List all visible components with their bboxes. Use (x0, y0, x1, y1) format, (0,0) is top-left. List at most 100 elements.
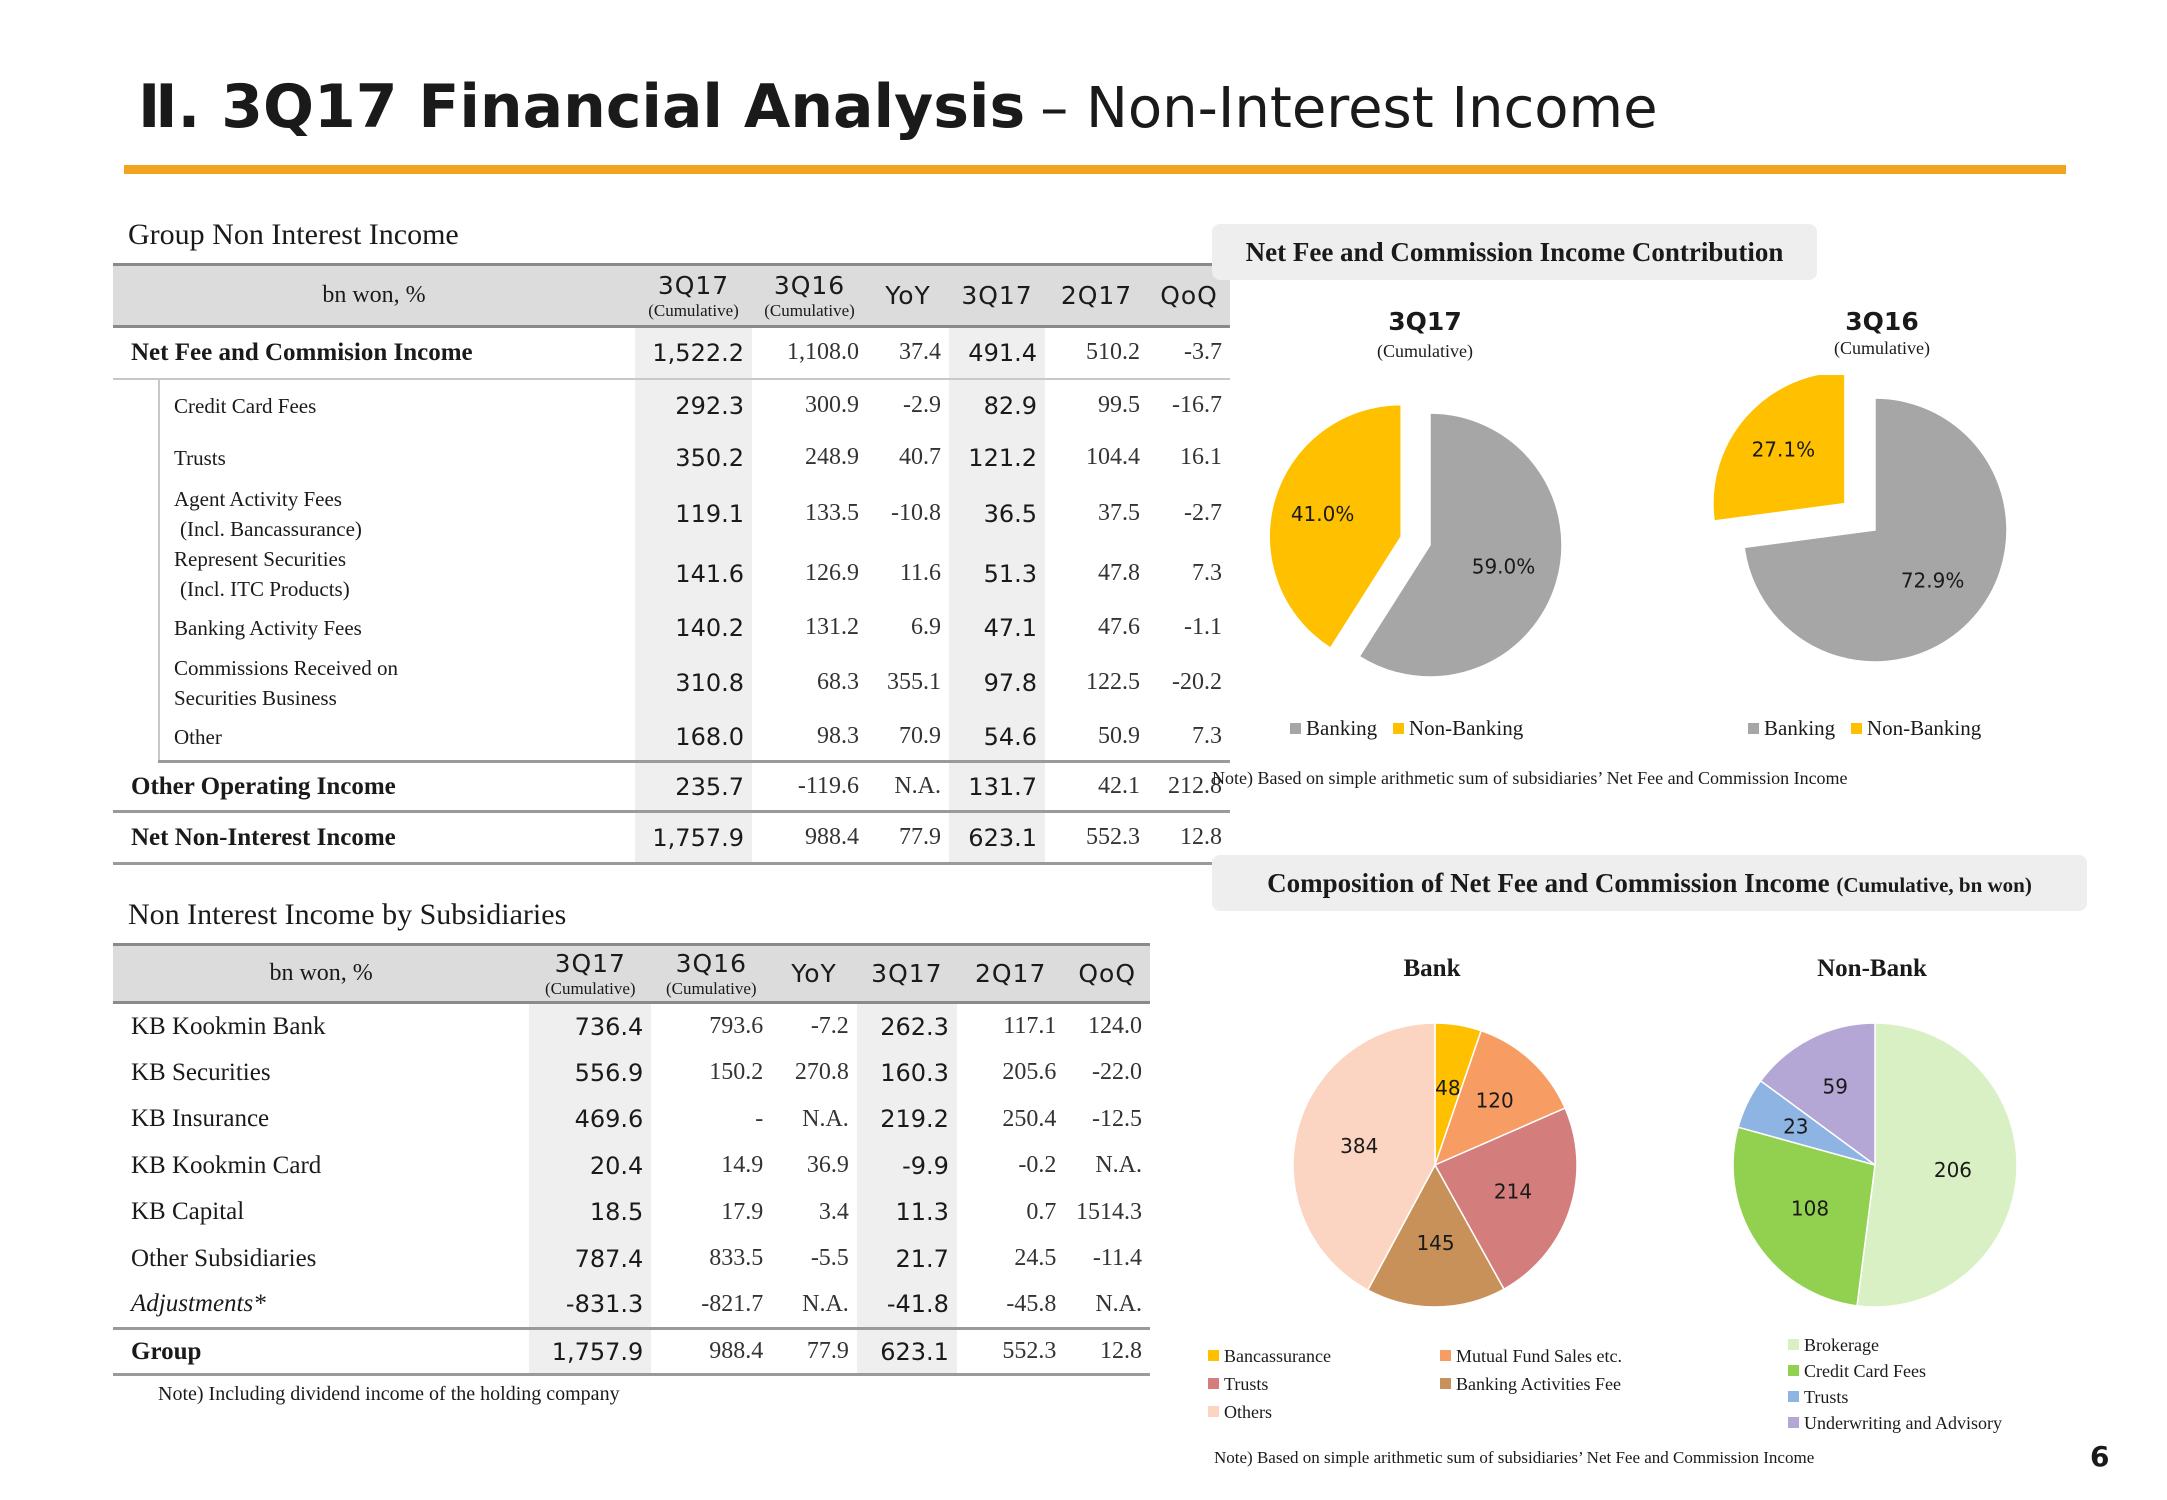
cell: -2.7 (1184, 500, 1223, 526)
cell: -0.2 (1018, 1152, 1057, 1178)
cell: 40.7 (899, 444, 942, 470)
cell: -831.3 (529, 1281, 652, 1329)
pie-chart-3q17: 59.0% 41.0% (1268, 403, 1563, 678)
cell: 36.9 (806, 1152, 849, 1178)
cell: N.A. (867, 761, 950, 813)
pie2-title: 3Q16 (1845, 307, 1919, 336)
cell: 3.4 (818, 1198, 849, 1225)
cell: 131.2 (805, 614, 860, 640)
cell: -12.5 (1092, 1105, 1142, 1132)
cell: 12.8 (1064, 1327, 1150, 1376)
cell: - (755, 1105, 764, 1132)
cell: 6.9 (911, 614, 942, 640)
subs-col-header: QoQ (1064, 943, 1150, 1004)
subs-corner-label: bn won, % (113, 943, 530, 1004)
cell: -821.7 (701, 1290, 764, 1317)
title-subtitle: – Non-Interest Income (1040, 76, 1658, 141)
legend-swatch (1788, 1417, 1799, 1428)
cell: -10.8 (891, 500, 942, 526)
cell: 99.5 (1098, 392, 1141, 418)
cell: 51.3 (949, 543, 1046, 604)
legend-swatch (1208, 1350, 1219, 1361)
subs-table-title: Non Interest Income by Subsidiaries (128, 898, 567, 931)
subs-note: Note) Including dividend income of the h… (158, 1383, 620, 1405)
cell: 140.2 (635, 603, 753, 652)
composition-note: Note) Based on simple arithmetic sum of … (1214, 1448, 1815, 1467)
cell: 469.6 (529, 1095, 652, 1143)
cell: 54.6 (949, 713, 1046, 763)
legend-item: Underwriting and Advisory (1788, 1410, 2002, 1436)
cell: 37.5 (1098, 500, 1141, 526)
legend-item: Trusts (1208, 1370, 1331, 1398)
cell: 14.9 (721, 1152, 764, 1178)
table-row: Commissions Received on Securities Busine… (113, 651, 1230, 714)
legend-swatch (1788, 1339, 1799, 1350)
cell: 262.3 (856, 1002, 957, 1050)
cell: 47.1 (949, 603, 1046, 652)
cell: 219.2 (856, 1095, 957, 1143)
bank-legend-col2: Mutual Fund Sales etc. Banking Activitie… (1440, 1342, 1622, 1398)
nonbank-legend: Brokerage Credit Card Fees Trusts Underw… (1788, 1332, 2002, 1436)
cell: 0.7 (1026, 1198, 1057, 1225)
cell: 117.1 (1003, 1013, 1057, 1040)
pie-slice (1358, 412, 1563, 678)
cell: 77.9 (771, 1327, 857, 1376)
cell: 552.3 (956, 1327, 1065, 1376)
row-label: KB Securities (131, 1058, 271, 1086)
page-title: Ⅱ. 3Q17 Financial Analysis – Non-Interes… (138, 72, 1658, 144)
cell: 300.9 (805, 392, 860, 418)
cell: N.A. (802, 1105, 849, 1132)
cell: 833.5 (709, 1245, 764, 1271)
row-label: Commissions Received on Securities Busine… (174, 655, 398, 710)
cell: -11.4 (1092, 1245, 1142, 1271)
cell: 623.1 (949, 811, 1046, 865)
cell: 98.3 (752, 713, 868, 763)
cell: 1,757.9 (635, 811, 753, 865)
cell: 168.0 (635, 713, 753, 763)
table-row: Adjustments* -831.3 -821.7 N.A. -41.8 -4… (113, 1281, 1150, 1329)
pie-data-label: 214 (1494, 1179, 1532, 1203)
subs-col-header: 2Q17 (956, 943, 1065, 1004)
cell: 7.3 (1148, 713, 1231, 763)
row-label: Banking Activity Fees (174, 615, 362, 640)
cell: 68.3 (817, 669, 860, 695)
row-label: Other (159, 713, 636, 763)
legend-item: Others (1208, 1398, 1331, 1426)
cell: 97.8 (949, 651, 1046, 714)
cell: 988.4 (651, 1327, 772, 1376)
subs-col-header: YoY (771, 943, 857, 1004)
cell: 126.9 (805, 560, 860, 586)
cell: 17.9 (721, 1198, 764, 1225)
title-main: Ⅱ. 3Q17 Financial Analysis (138, 72, 1026, 142)
pie-data-label: 41.0% (1291, 502, 1355, 526)
cell: 42.1 (1045, 761, 1149, 813)
cell: 250.4 (1002, 1105, 1057, 1132)
cell: 623.1 (856, 1327, 957, 1376)
cell: 355.1 (887, 669, 942, 695)
cell: -119.6 (752, 761, 868, 813)
contribution-note: Note) Based on simple arithmetic sum of … (1212, 768, 1848, 788)
pie1-subtitle: (Cumulative) (1377, 341, 1473, 361)
cell: 7.3 (1192, 560, 1223, 586)
cell: N.A. (802, 1290, 849, 1317)
cell: -41.8 (856, 1281, 957, 1329)
table-row: Net Fee and Commision Income 1,522.2 1,1… (113, 326, 1231, 380)
table-row: Credit Card Fees 292.3 300.9 -2.9 82.9 9… (113, 378, 1230, 762)
legend-item: Trusts (1788, 1384, 2002, 1410)
pie-data-label: 59 (1823, 1074, 1848, 1098)
cell: 77.9 (867, 811, 950, 865)
cell: -7.2 (810, 1013, 849, 1040)
pie-data-label: 72.9% (1901, 568, 1965, 592)
table-row: KB Capital 18.5 17.9 3.4 11.3 0.7 1514.3 (113, 1188, 1150, 1236)
cell: 205.6 (1002, 1059, 1057, 1085)
cell: 270.8 (794, 1059, 849, 1085)
cell: 11.6 (899, 560, 942, 586)
legend-swatch (1208, 1406, 1219, 1417)
cell: 150.2 (709, 1059, 764, 1085)
cell: 50.9 (1045, 713, 1149, 763)
cell: 47.6 (1098, 614, 1141, 640)
table-row: KB Kookmin Card 20.4 14.9 36.9 -9.9 -0.2… (113, 1142, 1150, 1189)
legend-item: Bancassurance (1208, 1342, 1331, 1370)
contribution-title: Net Fee and Commission Income Contributi… (1212, 224, 1817, 280)
cell: 119.1 (635, 483, 753, 544)
